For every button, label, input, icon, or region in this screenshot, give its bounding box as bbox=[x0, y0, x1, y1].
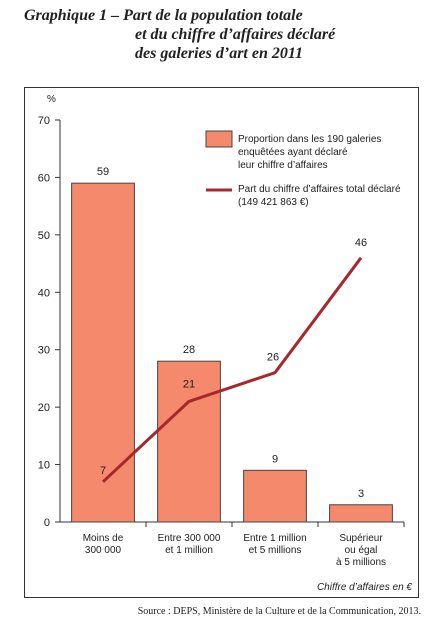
x-category-label: Moins de 300 000 bbox=[83, 533, 124, 556]
x-category-label-line: Entre 300 000 bbox=[158, 533, 221, 544]
y-tick-label: 10 bbox=[38, 460, 50, 472]
x-category-label: Entre 1 million et 5 millions bbox=[243, 533, 306, 556]
bar bbox=[243, 469, 307, 523]
chart-title-line-3: des galeries d’art en 2011 bbox=[135, 45, 303, 62]
legend-label-bar: leur chiffre d’affaires bbox=[238, 160, 328, 171]
bar-value-label: 9 bbox=[272, 453, 278, 465]
chart-title-line-1: Graphique 1 – Part de la population tota… bbox=[24, 7, 303, 24]
x-category-label-line: 300 000 bbox=[85, 545, 122, 556]
y-tick-label: 30 bbox=[38, 345, 50, 357]
chart-title: Graphique 1 – Part de la population tota… bbox=[24, 6, 424, 63]
bar-value-label: 3 bbox=[358, 488, 364, 500]
x-axis-title: Chiffre d’affaires en € bbox=[317, 582, 412, 593]
x-category-label-line: et 1 million bbox=[165, 545, 213, 556]
x-category-label-line: Supérieur bbox=[339, 533, 383, 544]
line-series bbox=[101, 256, 363, 483]
bar bbox=[157, 360, 221, 523]
chart-svg: 0 10 20 30 40 50 60 70% 59 28 9 3 Moins de 300 000 Ent… bbox=[38, 94, 413, 593]
legend-swatch-bar bbox=[205, 130, 233, 148]
bar-value-label: 59 bbox=[97, 166, 109, 178]
x-category-label-line: à 5 millions bbox=[336, 557, 386, 568]
y-tick-label: 60 bbox=[38, 172, 50, 184]
line-value-label: 21 bbox=[183, 378, 195, 390]
x-category-label-line: Moins de bbox=[83, 533, 124, 544]
y-tick-label: 20 bbox=[38, 402, 50, 414]
bar bbox=[71, 182, 135, 523]
y-tick-label: 70 bbox=[38, 115, 50, 127]
y-axis-unit: % bbox=[47, 94, 56, 105]
legend-label-bar: enquêtées ayant déclaré bbox=[238, 147, 348, 158]
legend-label-line: Part du chiffre d’affaires total déclaré bbox=[238, 184, 401, 195]
source-note: Source : DEPS, Ministère de la Culture e… bbox=[137, 606, 421, 617]
x-category-label: Entre 300 000 et 1 million bbox=[158, 533, 221, 556]
chart-title-line-2: et du chiffre d’affaires déclaré bbox=[135, 26, 336, 43]
legend-label-bar: Proportion dans les 190 galeries bbox=[238, 134, 381, 145]
y-tick-label: 50 bbox=[38, 230, 50, 242]
line-value-label: 7 bbox=[100, 465, 106, 477]
legend-label-line: (149 421 863 €) bbox=[238, 197, 309, 208]
x-category-label-line: Entre 1 million bbox=[243, 533, 306, 544]
x-category-label-line: ou égal bbox=[345, 545, 378, 556]
x-category-label-line: et 5 millions bbox=[249, 545, 302, 556]
y-tick-label: 0 bbox=[44, 517, 50, 529]
bar bbox=[329, 504, 393, 523]
y-tick-label: 40 bbox=[38, 287, 50, 299]
x-category-label: Supérieur ou égal à 5 millions bbox=[336, 533, 386, 568]
line-value-label: 46 bbox=[355, 237, 367, 249]
bar-value-label: 28 bbox=[183, 344, 195, 356]
line-value-label: 26 bbox=[267, 352, 279, 364]
